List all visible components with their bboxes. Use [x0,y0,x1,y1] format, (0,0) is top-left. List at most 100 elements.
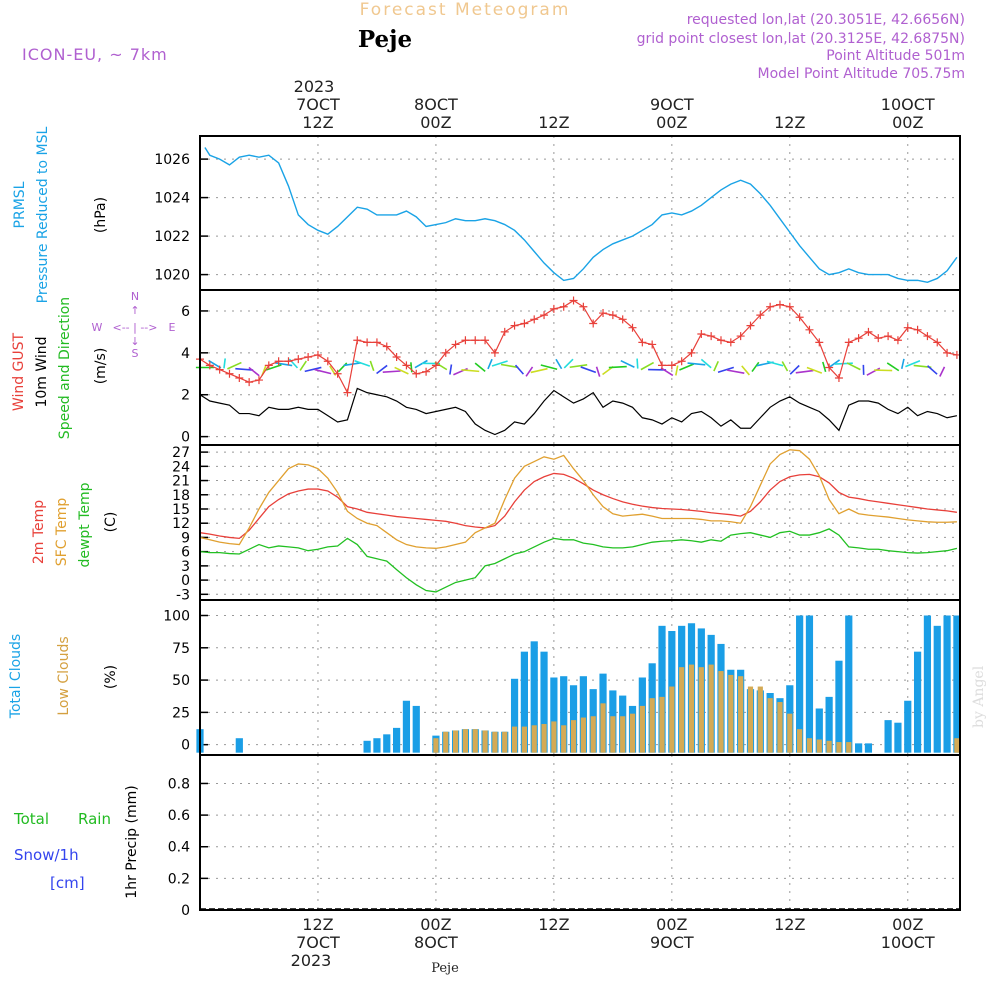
gust-marker [599,309,608,318]
total-cloud-bar [540,651,548,753]
wind-panel: 0 2 4 6 [181,289,961,446]
model-point-altitude: Model Point Altitude 705.75m [758,66,965,82]
low-cloud-bar [551,721,557,753]
gust-marker [422,367,431,376]
gust-marker [618,315,627,324]
low-cloud-bar [718,671,724,753]
wind-direction-arrow [514,364,525,375]
low-cloud-bar [659,696,665,753]
compass-rose: N ↑ W <-- | --> E ↓ S [92,290,176,360]
total-cloud-bar [412,705,420,753]
precipitation-ytick-label: 0 [181,903,190,919]
wind-direction-arrow [354,360,371,367]
gust-marker [815,338,824,347]
gust-marker [903,323,912,332]
gust-marker [372,338,381,347]
gust-marker [441,348,450,357]
wind-direction-arrow [235,367,254,371]
wind-direction-arrow [905,359,921,368]
wind-direction-arrow [304,366,322,373]
bottom-time-label: 10OCT [881,933,935,952]
wind-direction-arrow [274,362,293,367]
precipitation-ytick-label: 0.6 [168,808,190,824]
wind-direction-arrow [828,359,841,369]
total-cloud-bar [864,743,873,753]
wind-direction-arrow [939,366,946,377]
gust-marker [589,319,598,328]
clouds-unit-label: (%) [103,665,119,689]
gust-marker [235,373,244,382]
low-cloud-bar [561,725,567,753]
total-cloud-bar [805,615,814,753]
low-cloud-bar [502,731,508,753]
gust-marker [736,332,745,341]
wind-direction-arrow [660,367,674,377]
gust-marker [628,323,637,332]
gust-marker [333,369,342,378]
temperature-ytick-label: 21 [172,474,190,490]
wind-ytick-label: 4 [181,346,190,362]
gust-marker [559,302,568,311]
wind-ytick-label: 0 [181,430,190,446]
total-cloud-bar [825,696,833,753]
total-cloud-bar [923,615,932,753]
location-title: Peje [358,26,412,53]
low-cloud-bar [570,720,577,753]
temp-2m-line [199,472,958,540]
total-cloud-bar [393,727,401,753]
gust-marker [667,361,676,370]
model-label: ICON-EU, ~ 7km [22,45,168,64]
temp-sfc-label: SFC Temp [54,498,70,567]
low-cloud-bar [511,726,518,753]
top-time-label: 00Z [420,113,451,132]
pressure-label-unit: (hPa) [93,197,109,233]
low-cloud-bar [767,698,773,753]
temperature-ytick-label: -3 [176,587,190,603]
pressure-panel: 1020 1022 1024 1026 [154,135,961,291]
compass-arrow-s: ↓ [130,335,139,348]
gust-marker [294,355,303,364]
total-cloud-bar [530,641,538,753]
gust-marker [884,332,893,341]
total-cloud-bar [855,743,863,753]
gust-marker [500,327,509,336]
wind-direction-arrow [886,362,900,372]
top-year-label: 2023 [294,77,335,96]
panels: 10201022102410260246-3036912151821242702… [154,135,961,919]
bottom-time-label: 12Z [302,915,333,934]
bottom-time-label: 9OCT [650,933,694,952]
temperature-ytick-label: 6 [181,545,190,561]
clouds-ytick-label: 75 [172,641,190,657]
gust-marker [490,348,499,357]
gust-marker [608,311,617,320]
wind-direction-arrow [846,362,861,371]
temperature-ytick-label: 15 [172,502,190,518]
total-cloud-bar [520,651,528,753]
gust-marker [481,336,490,345]
wind-direction-arrow [580,366,597,374]
low-cloud-bar [708,664,714,753]
wind-direction-arrow [675,365,679,376]
bottom-time-label: 00Z [420,915,451,934]
wind-direction-arrow [900,358,905,369]
gust-marker [579,302,588,311]
bottom-time-label: 00Z [656,915,687,934]
pressure-label-prmsl: PRMSL [12,181,28,228]
temperature-ytick-label: 0 [181,573,190,589]
low-cloud-bar [954,738,960,753]
temperature-ytick-label: 9 [181,530,190,546]
gust-marker [834,373,843,382]
temperature-ytick-label: 24 [172,459,190,475]
gust-marker [707,332,716,341]
gust-marker [431,361,440,370]
gust-marker [874,334,883,343]
total-cloud-bar [363,740,371,753]
wind-direction-arrow [540,364,558,371]
wind-speed-direction-label: Speed and Direction [57,297,73,439]
total-cloud-bar [884,720,892,753]
low-cloud-bar [600,703,606,753]
top-time-label: 7OCT [296,95,340,114]
wind-direction-arrow [741,365,750,376]
